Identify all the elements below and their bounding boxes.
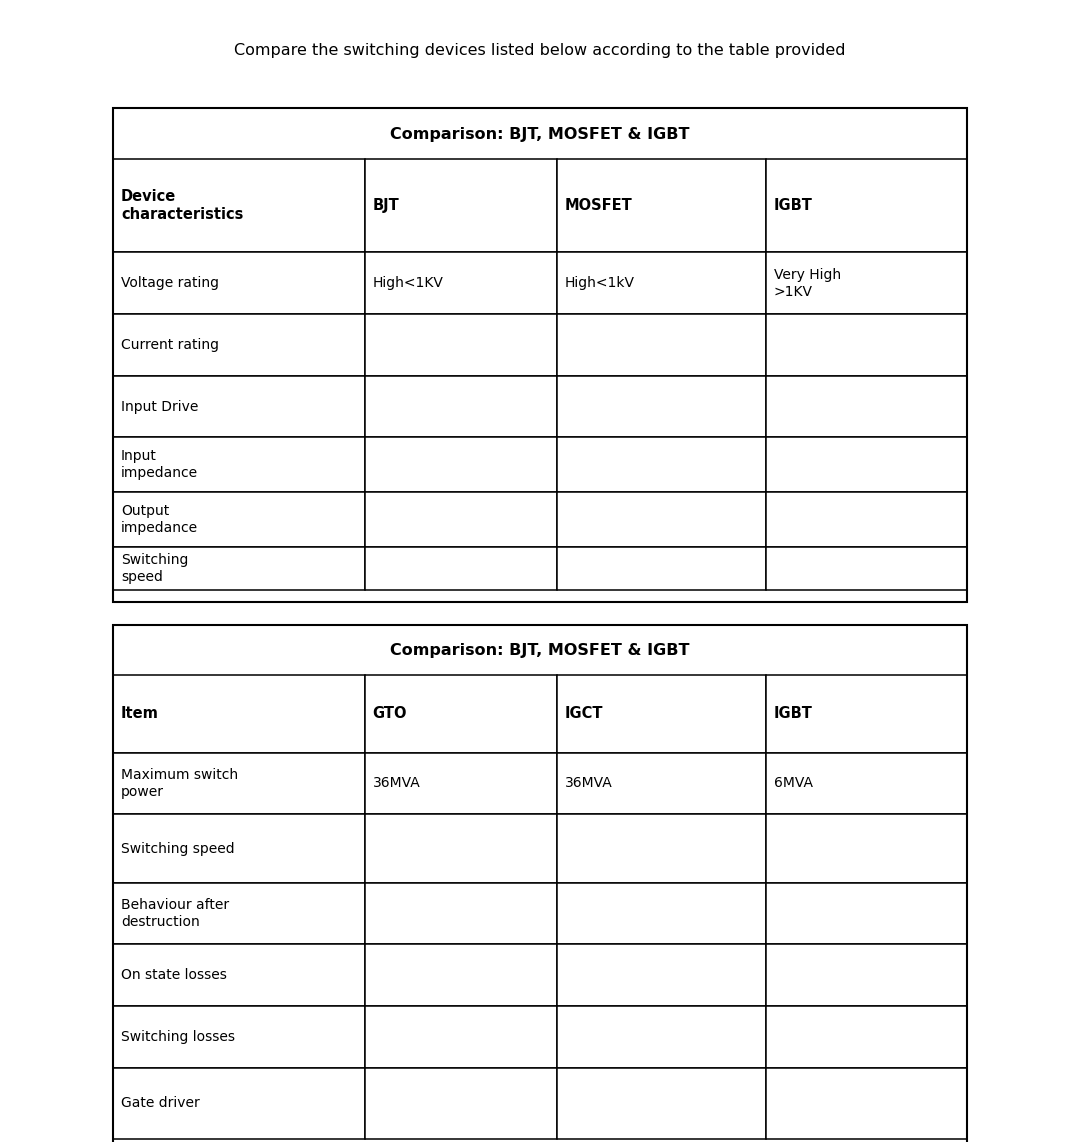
Bar <box>113 314 365 376</box>
Bar <box>766 1068 967 1139</box>
Bar <box>766 314 967 376</box>
Text: Comparison: BJT, MOSFET & IGBT: Comparison: BJT, MOSFET & IGBT <box>390 127 690 142</box>
Bar <box>365 883 557 944</box>
Text: Switching
speed: Switching speed <box>121 554 188 584</box>
Bar <box>113 1006 365 1068</box>
Bar <box>365 1068 557 1139</box>
Bar <box>557 159 766 252</box>
Bar <box>365 437 557 492</box>
Text: Switching speed: Switching speed <box>121 842 234 855</box>
Text: Behaviour after
destruction: Behaviour after destruction <box>121 899 229 928</box>
Bar <box>113 252 365 314</box>
Bar <box>113 675 365 753</box>
Bar <box>557 314 766 376</box>
Bar <box>113 108 967 602</box>
Text: MOSFET: MOSFET <box>565 198 633 214</box>
Bar <box>557 252 766 314</box>
Text: Current rating: Current rating <box>121 338 219 352</box>
Text: IGBT: IGBT <box>773 198 812 214</box>
Bar <box>365 1006 557 1068</box>
Text: Voltage rating: Voltage rating <box>121 276 219 290</box>
Text: IGBT: IGBT <box>773 706 812 722</box>
Text: Compare the switching devices listed below according to the table provided: Compare the switching devices listed bel… <box>234 43 846 58</box>
Bar <box>557 1068 766 1139</box>
Text: Device
characteristics: Device characteristics <box>121 190 243 222</box>
Bar <box>113 437 365 492</box>
Text: 36MVA: 36MVA <box>565 777 612 790</box>
Text: On state losses: On state losses <box>121 968 227 982</box>
Text: High<1kV: High<1kV <box>565 276 635 290</box>
Text: 6MVA: 6MVA <box>773 777 812 790</box>
Bar <box>113 753 365 814</box>
Bar <box>113 1068 365 1139</box>
Text: Very High
>1KV: Very High >1KV <box>773 268 841 298</box>
Bar <box>766 252 967 314</box>
Bar <box>113 814 365 883</box>
Bar <box>557 547 766 590</box>
Bar <box>557 437 766 492</box>
Text: Comparison: BJT, MOSFET & IGBT: Comparison: BJT, MOSFET & IGBT <box>390 643 690 658</box>
Bar <box>766 944 967 1006</box>
Bar <box>365 492 557 547</box>
Bar <box>365 814 557 883</box>
Bar <box>766 547 967 590</box>
Bar <box>557 883 766 944</box>
Bar <box>365 314 557 376</box>
Text: Input
impedance: Input impedance <box>121 450 198 480</box>
Text: High<1KV: High<1KV <box>373 276 444 290</box>
Bar <box>113 492 365 547</box>
Bar <box>766 376 967 437</box>
Bar <box>766 437 967 492</box>
Text: IGCT: IGCT <box>565 706 603 722</box>
Bar <box>113 159 365 252</box>
Bar <box>557 753 766 814</box>
Bar <box>365 753 557 814</box>
Bar <box>766 753 967 814</box>
Bar <box>557 376 766 437</box>
Text: Switching losses: Switching losses <box>121 1030 235 1044</box>
Text: Item: Item <box>121 706 159 722</box>
Bar <box>365 159 557 252</box>
Text: 36MVA: 36MVA <box>373 777 420 790</box>
Bar <box>557 814 766 883</box>
Text: GTO: GTO <box>373 706 407 722</box>
Bar <box>113 376 365 437</box>
Bar <box>766 492 967 547</box>
Bar <box>365 252 557 314</box>
Bar <box>557 1006 766 1068</box>
Bar <box>365 376 557 437</box>
Bar <box>113 944 365 1006</box>
Bar <box>766 159 967 252</box>
Bar <box>113 547 365 590</box>
Text: Gate driver: Gate driver <box>121 1096 200 1110</box>
Bar <box>557 675 766 753</box>
Bar <box>766 883 967 944</box>
Bar <box>557 944 766 1006</box>
Bar <box>365 944 557 1006</box>
Bar <box>766 675 967 753</box>
Bar <box>365 547 557 590</box>
Bar <box>766 1006 967 1068</box>
Bar <box>113 883 365 944</box>
Bar <box>557 492 766 547</box>
Text: Input Drive: Input Drive <box>121 400 199 413</box>
Text: Maximum switch
power: Maximum switch power <box>121 769 238 798</box>
Text: Output
impedance: Output impedance <box>121 505 198 534</box>
Bar <box>113 625 967 1142</box>
Text: BJT: BJT <box>373 198 400 214</box>
Bar <box>766 814 967 883</box>
Bar <box>365 675 557 753</box>
